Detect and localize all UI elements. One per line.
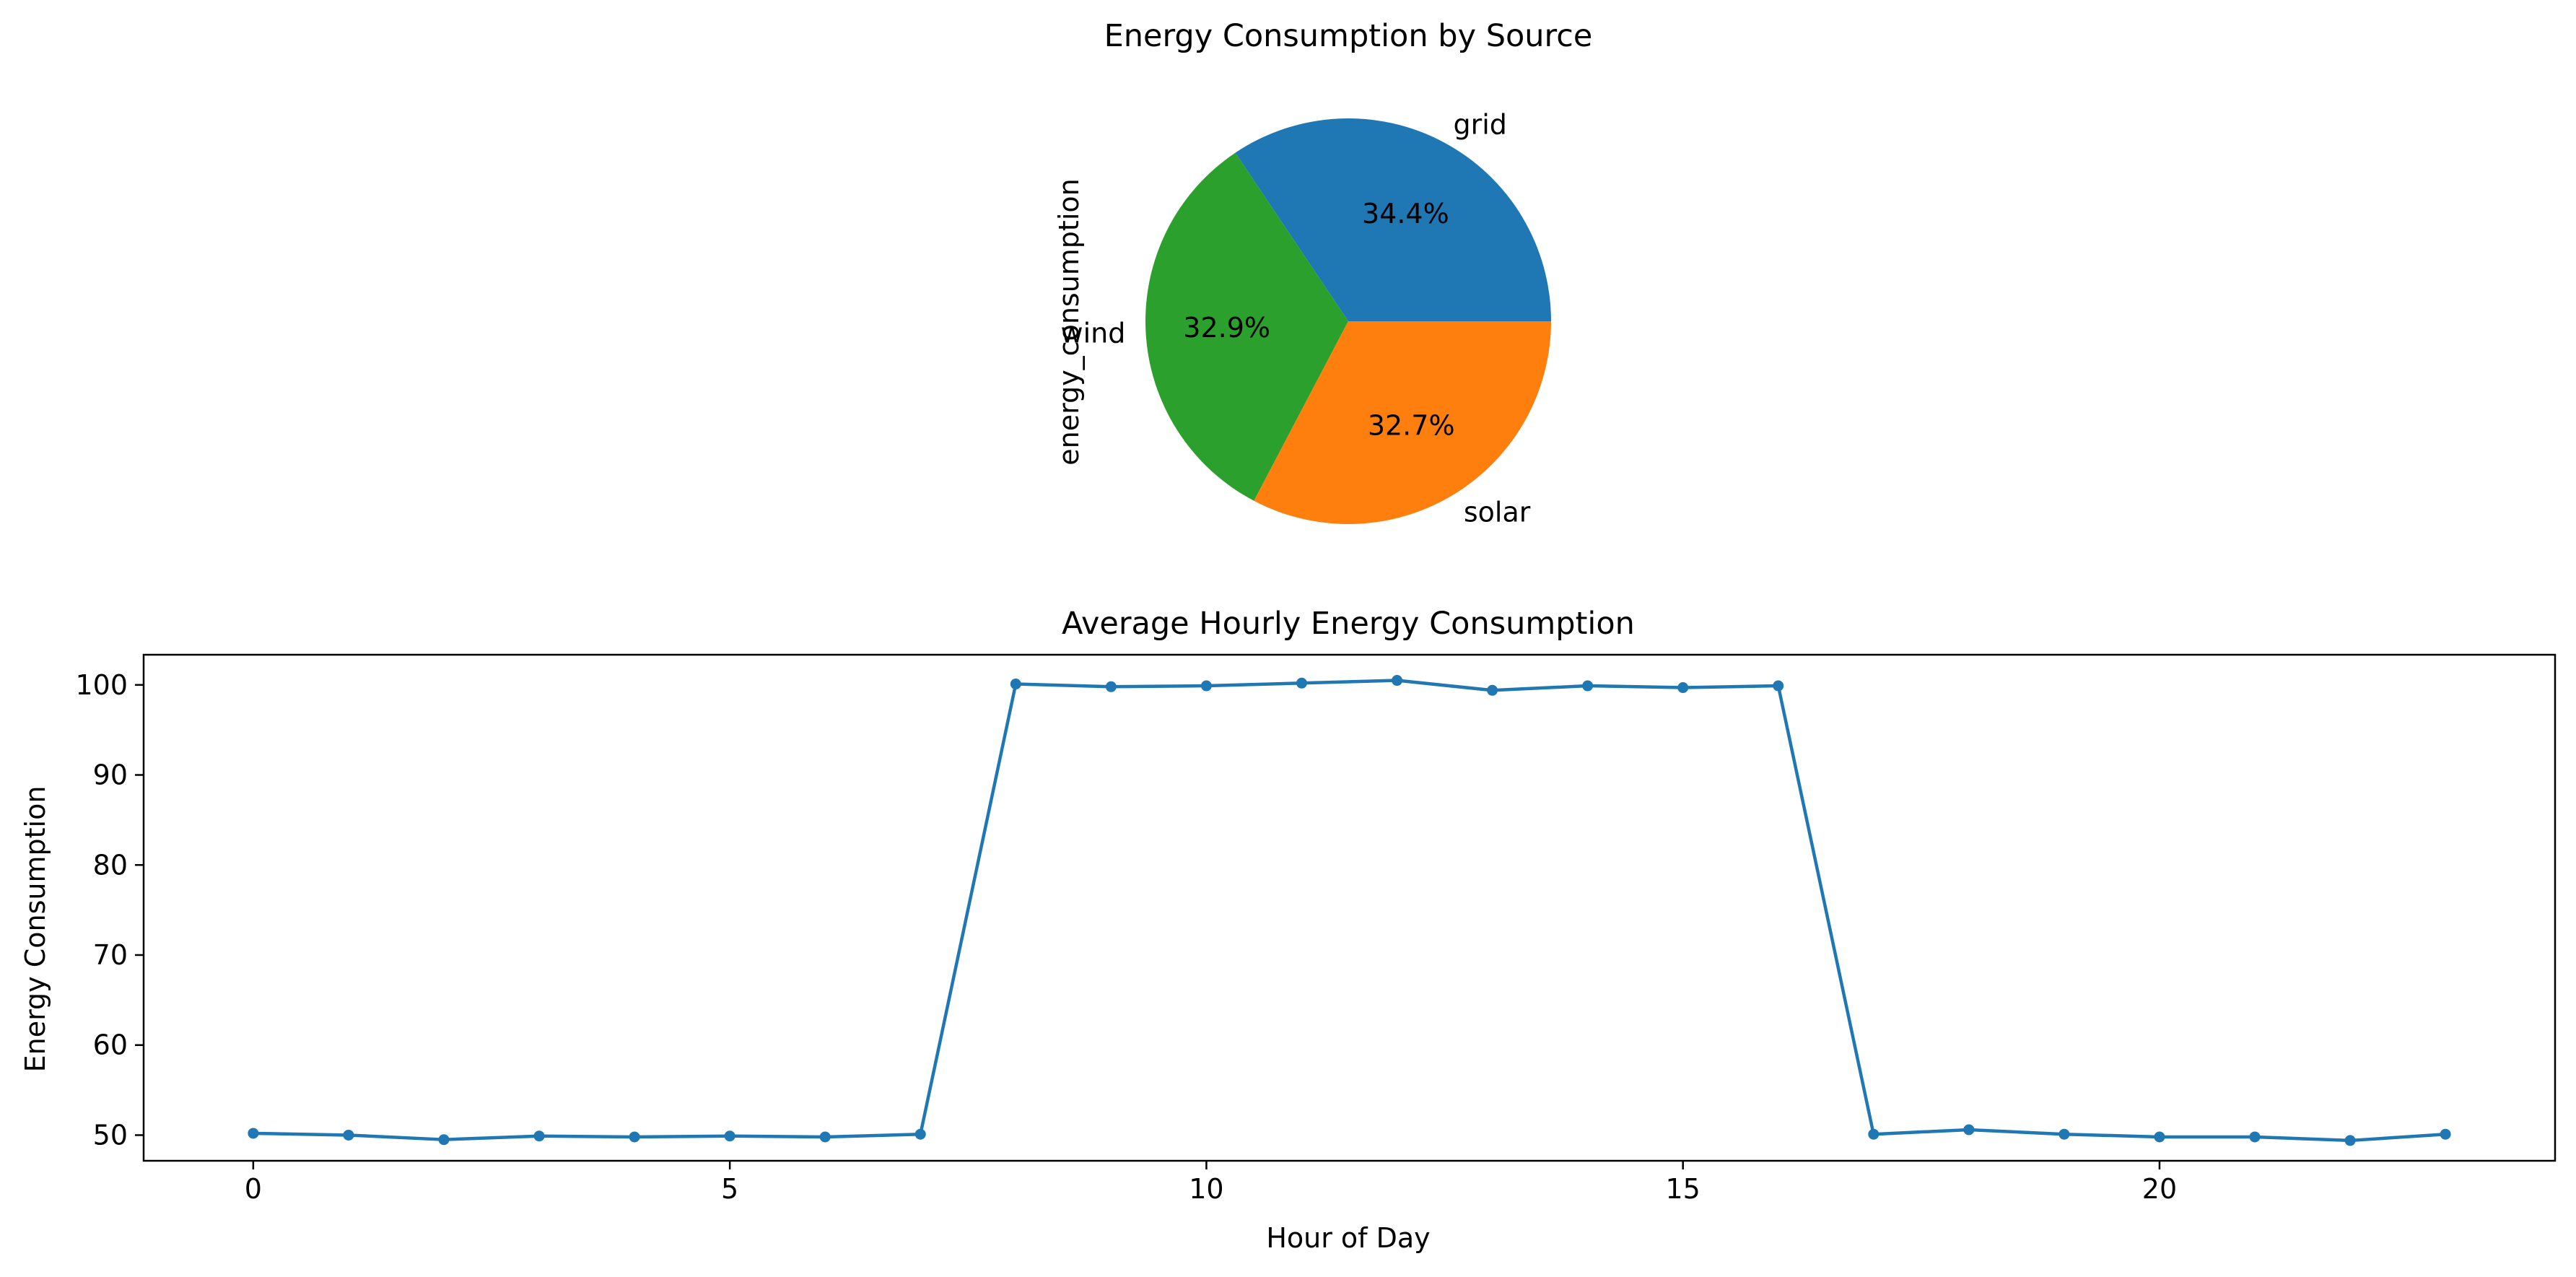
data-point-hour-10 xyxy=(1200,680,1212,692)
pie-slice-grid xyxy=(1235,118,1551,321)
x-tick-label: 10 xyxy=(1189,1173,1223,1205)
y-tick-label: 60 xyxy=(93,1029,128,1061)
pie-percent-label-solar: 32.7% xyxy=(1368,409,1455,441)
pie-slices xyxy=(1145,118,1551,524)
pie-percent-label-wind: 32.9% xyxy=(1183,312,1270,344)
line-chart-title: Average Hourly Energy Consumption xyxy=(1062,606,1635,642)
y-tick-label: 100 xyxy=(75,669,128,701)
pie-labels: 34.4% grid 32.9% wind 32.7% solar xyxy=(1060,108,1530,528)
data-point-hour-17 xyxy=(1868,1128,1879,1140)
data-point-hour-2 xyxy=(438,1134,450,1146)
data-point-hour-1 xyxy=(343,1129,354,1141)
data-point-hour-6 xyxy=(819,1131,831,1143)
data-point-hour-0 xyxy=(248,1128,259,1139)
data-point-hour-16 xyxy=(1773,680,1784,692)
pie-chart: Energy Consumption by Source energy_cons… xyxy=(1053,18,1592,528)
line-chart-axes: 0 5 10 15 20 50 60 70 80 90 100 xyxy=(75,653,2557,1205)
data-point-hour-8 xyxy=(1010,679,1021,690)
data-point-hour-12 xyxy=(1392,675,1403,687)
pie-chart-ylabel: energy_consumption xyxy=(1053,178,1085,465)
pie-chart-title: Energy Consumption by Source xyxy=(1104,18,1593,54)
pie-slice-wind xyxy=(1145,152,1348,501)
pie-category-label-wind: wind xyxy=(1060,318,1125,349)
y-tick-label: 90 xyxy=(93,759,128,791)
data-point-hour-18 xyxy=(1963,1124,1975,1136)
x-tick-label: 20 xyxy=(2142,1173,2177,1205)
data-point-hour-9 xyxy=(1105,681,1117,692)
pie-category-label-grid: grid xyxy=(1453,108,1506,140)
pie-category-label-solar: solar xyxy=(1464,497,1531,528)
data-point-hour-4 xyxy=(629,1131,640,1143)
data-point-hour-21 xyxy=(2249,1131,2261,1143)
data-point-hour-13 xyxy=(1487,684,1498,696)
data-point-hour-23 xyxy=(2440,1128,2451,1140)
x-tick-label: 15 xyxy=(1666,1173,1700,1205)
data-point-hour-3 xyxy=(533,1130,545,1142)
line-chart: Average Hourly Energy Consumption 0 5 10 15… xyxy=(19,606,2557,1254)
data-point-hour-15 xyxy=(1677,682,1689,694)
plot-frame xyxy=(142,653,2557,1162)
line-chart-series xyxy=(248,675,2451,1146)
y-tick-label: 80 xyxy=(93,849,128,881)
pie-slice-solar xyxy=(1254,321,1551,524)
data-point-hour-14 xyxy=(1582,680,1594,692)
data-point-hour-7 xyxy=(914,1128,926,1140)
pie-percent-label-grid: 34.4% xyxy=(1362,198,1449,230)
data-point-hour-11 xyxy=(1296,677,1307,689)
line-chart-xlabel: Hour of Day xyxy=(1266,1222,1430,1254)
data-point-hour-20 xyxy=(2154,1131,2165,1143)
data-point-hour-19 xyxy=(2058,1128,2070,1140)
data-point-hour-22 xyxy=(2344,1135,2356,1146)
data-point-hour-5 xyxy=(724,1130,735,1142)
line-chart-ylabel: Energy Consumption xyxy=(19,786,51,1073)
series-line xyxy=(253,679,2446,1143)
y-tick-label: 50 xyxy=(93,1119,128,1151)
x-tick-label: 5 xyxy=(721,1173,738,1205)
x-tick-label: 0 xyxy=(245,1173,262,1205)
y-tick-label: 70 xyxy=(93,939,128,971)
